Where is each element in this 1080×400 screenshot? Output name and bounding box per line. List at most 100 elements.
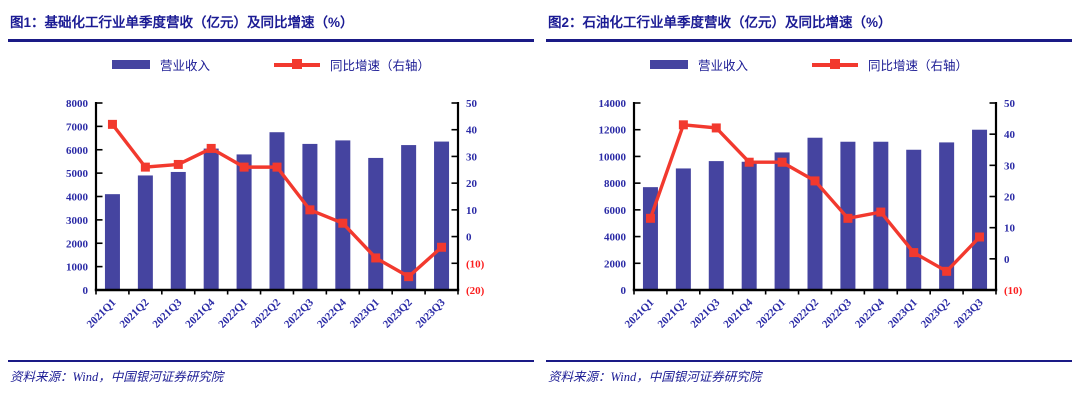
right-axis-tick-label: (10) bbox=[466, 258, 485, 270]
right-axis-tick-label: 20 bbox=[466, 178, 478, 190]
left-axis-tick-label: 6000 bbox=[66, 145, 89, 157]
bar bbox=[939, 142, 955, 290]
line-marker bbox=[711, 123, 721, 133]
bar bbox=[170, 171, 186, 290]
x-axis-label: 2023Q1 bbox=[886, 297, 920, 331]
left-axis-tick-label: 8000 bbox=[604, 178, 627, 190]
line-marker bbox=[140, 162, 150, 172]
x-axis-label: 2021Q2 bbox=[117, 296, 151, 330]
legend-item-revenue: 营业收入 bbox=[111, 55, 210, 74]
bar bbox=[269, 132, 285, 290]
bar bbox=[675, 168, 691, 290]
line-marker bbox=[437, 242, 447, 252]
line-marker bbox=[678, 120, 688, 130]
bar bbox=[203, 148, 219, 290]
legend-item-growth: 同比增速（右轴） bbox=[274, 55, 430, 74]
source-note-2: 资料来源：Wind，中国银河证券研究院 bbox=[548, 370, 762, 384]
bar bbox=[302, 143, 318, 290]
source-note-1: 资料来源：Wind，中国银河证券研究院 bbox=[10, 370, 224, 384]
x-axis-label: 2023Q3 bbox=[414, 296, 448, 330]
figure-2-title: 图2：石油化工行业单季度营收（亿元）及同比增速（%） bbox=[548, 15, 892, 30]
revenue-growth-chart-1: 0 1000 2000 3000 4000 5000 6000 7000 8000 (20) (10… bbox=[66, 98, 485, 331]
right-axis-tick-label: 50 bbox=[1004, 98, 1016, 110]
line-marker bbox=[404, 272, 414, 282]
x-axis-label: 2021Q1 bbox=[623, 297, 657, 331]
figure-panel-2: 图2：石油化工行业单季度营收（亿元）及同比增速（%） 营业收入 同比增速（右轴）… bbox=[546, 8, 1072, 396]
figure-1-title: 图1：基础化工行业单季度营收（亿元）及同比增速（%） bbox=[10, 15, 354, 30]
line-marker bbox=[371, 253, 381, 263]
x-axis-label: 2022Q1 bbox=[754, 297, 788, 331]
right-axis-tick-label: 40 bbox=[466, 125, 478, 137]
x-axis-label: 2022Q3 bbox=[820, 296, 854, 330]
x-axis-label: 2022Q2 bbox=[787, 296, 821, 330]
right-axis-tick-label: 30 bbox=[1004, 160, 1016, 172]
line-marker bbox=[876, 207, 886, 217]
x-axis-label: 2021Q4 bbox=[721, 296, 755, 330]
bar bbox=[906, 149, 922, 290]
line-marker bbox=[272, 162, 282, 172]
x-axis-label: 2021Q2 bbox=[655, 296, 689, 330]
line-marker bbox=[843, 213, 853, 223]
bar bbox=[741, 161, 757, 290]
x-axis-label: 2022Q3 bbox=[282, 296, 316, 330]
bar bbox=[708, 161, 724, 290]
right-axis-tick-label: 20 bbox=[1004, 192, 1016, 204]
x-axis-label: 2021Q3 bbox=[688, 296, 722, 330]
right-axis-tick-label: (10) bbox=[1004, 285, 1023, 297]
title-underline bbox=[8, 39, 534, 42]
left-axis-tick-label: 1000 bbox=[66, 262, 89, 274]
x-axis-label: 2022Q4 bbox=[315, 296, 349, 330]
line-marker-icon bbox=[292, 59, 302, 69]
title-underline bbox=[546, 39, 1072, 42]
right-axis-tick-label: 10 bbox=[1004, 223, 1016, 235]
line-marker bbox=[975, 232, 985, 242]
line-marker bbox=[206, 143, 216, 153]
bar-swatch-icon bbox=[649, 60, 688, 69]
line-marker bbox=[239, 162, 249, 172]
line-marker bbox=[173, 159, 183, 169]
left-axis-tick-label: 6000 bbox=[604, 205, 627, 217]
x-axis-label: 2021Q1 bbox=[85, 297, 119, 331]
left-axis-tick-label: 2000 bbox=[604, 258, 627, 270]
line-marker bbox=[645, 213, 655, 223]
right-axis-tick-label: 30 bbox=[466, 151, 478, 163]
x-axis-label: 2023Q2 bbox=[381, 296, 415, 330]
left-axis-tick-label: 2000 bbox=[66, 238, 89, 250]
left-axis-tick-label: 8000 bbox=[66, 98, 89, 110]
bar bbox=[335, 140, 351, 290]
figure-panel-1: 图1：基础化工行业单季度营收（亿元）及同比增速（%） 营业收入 同比增速（右轴）… bbox=[8, 8, 534, 396]
line-swatch-icon bbox=[274, 59, 320, 69]
legend-label-growth: 同比增速（右轴） bbox=[330, 59, 431, 73]
left-axis-tick-label: 14000 bbox=[599, 98, 627, 110]
left-axis-tick-label: 7000 bbox=[66, 121, 89, 133]
legend-item-growth: 同比增速（右轴） bbox=[812, 55, 968, 74]
bar bbox=[104, 194, 120, 290]
chart-legend: 营业收入 同比增速（右轴） bbox=[546, 55, 1072, 74]
right-axis-tick-label: 0 bbox=[466, 232, 472, 244]
source-divider bbox=[546, 360, 1072, 362]
source-divider bbox=[8, 360, 534, 362]
line-swatch-icon bbox=[812, 59, 858, 69]
left-axis-tick-label: 5000 bbox=[66, 168, 89, 180]
right-axis-tick-label: 50 bbox=[466, 98, 478, 110]
left-axis-tick-label: 0 bbox=[83, 285, 89, 297]
left-axis-tick-label: 4000 bbox=[604, 232, 627, 244]
x-axis-label: 2022Q1 bbox=[216, 297, 250, 331]
x-axis-label: 2023Q1 bbox=[348, 297, 382, 331]
right-axis-tick-label: 10 bbox=[466, 205, 478, 217]
bar-swatch-icon bbox=[111, 60, 150, 69]
line-marker bbox=[744, 157, 754, 167]
left-axis-tick-label: 0 bbox=[621, 285, 627, 297]
bar bbox=[642, 187, 658, 290]
right-axis-tick-label: 0 bbox=[1004, 254, 1010, 266]
left-axis-tick-label: 10000 bbox=[599, 151, 627, 163]
legend-label-growth: 同比增速（右轴） bbox=[868, 59, 969, 73]
bar bbox=[401, 145, 417, 290]
bar bbox=[434, 141, 450, 290]
bar bbox=[972, 129, 988, 290]
bar bbox=[137, 175, 153, 290]
left-axis-tick-label: 3000 bbox=[66, 215, 89, 227]
line-marker bbox=[909, 248, 919, 258]
line-marker bbox=[942, 266, 952, 276]
left-axis-tick-label: 12000 bbox=[599, 125, 627, 137]
